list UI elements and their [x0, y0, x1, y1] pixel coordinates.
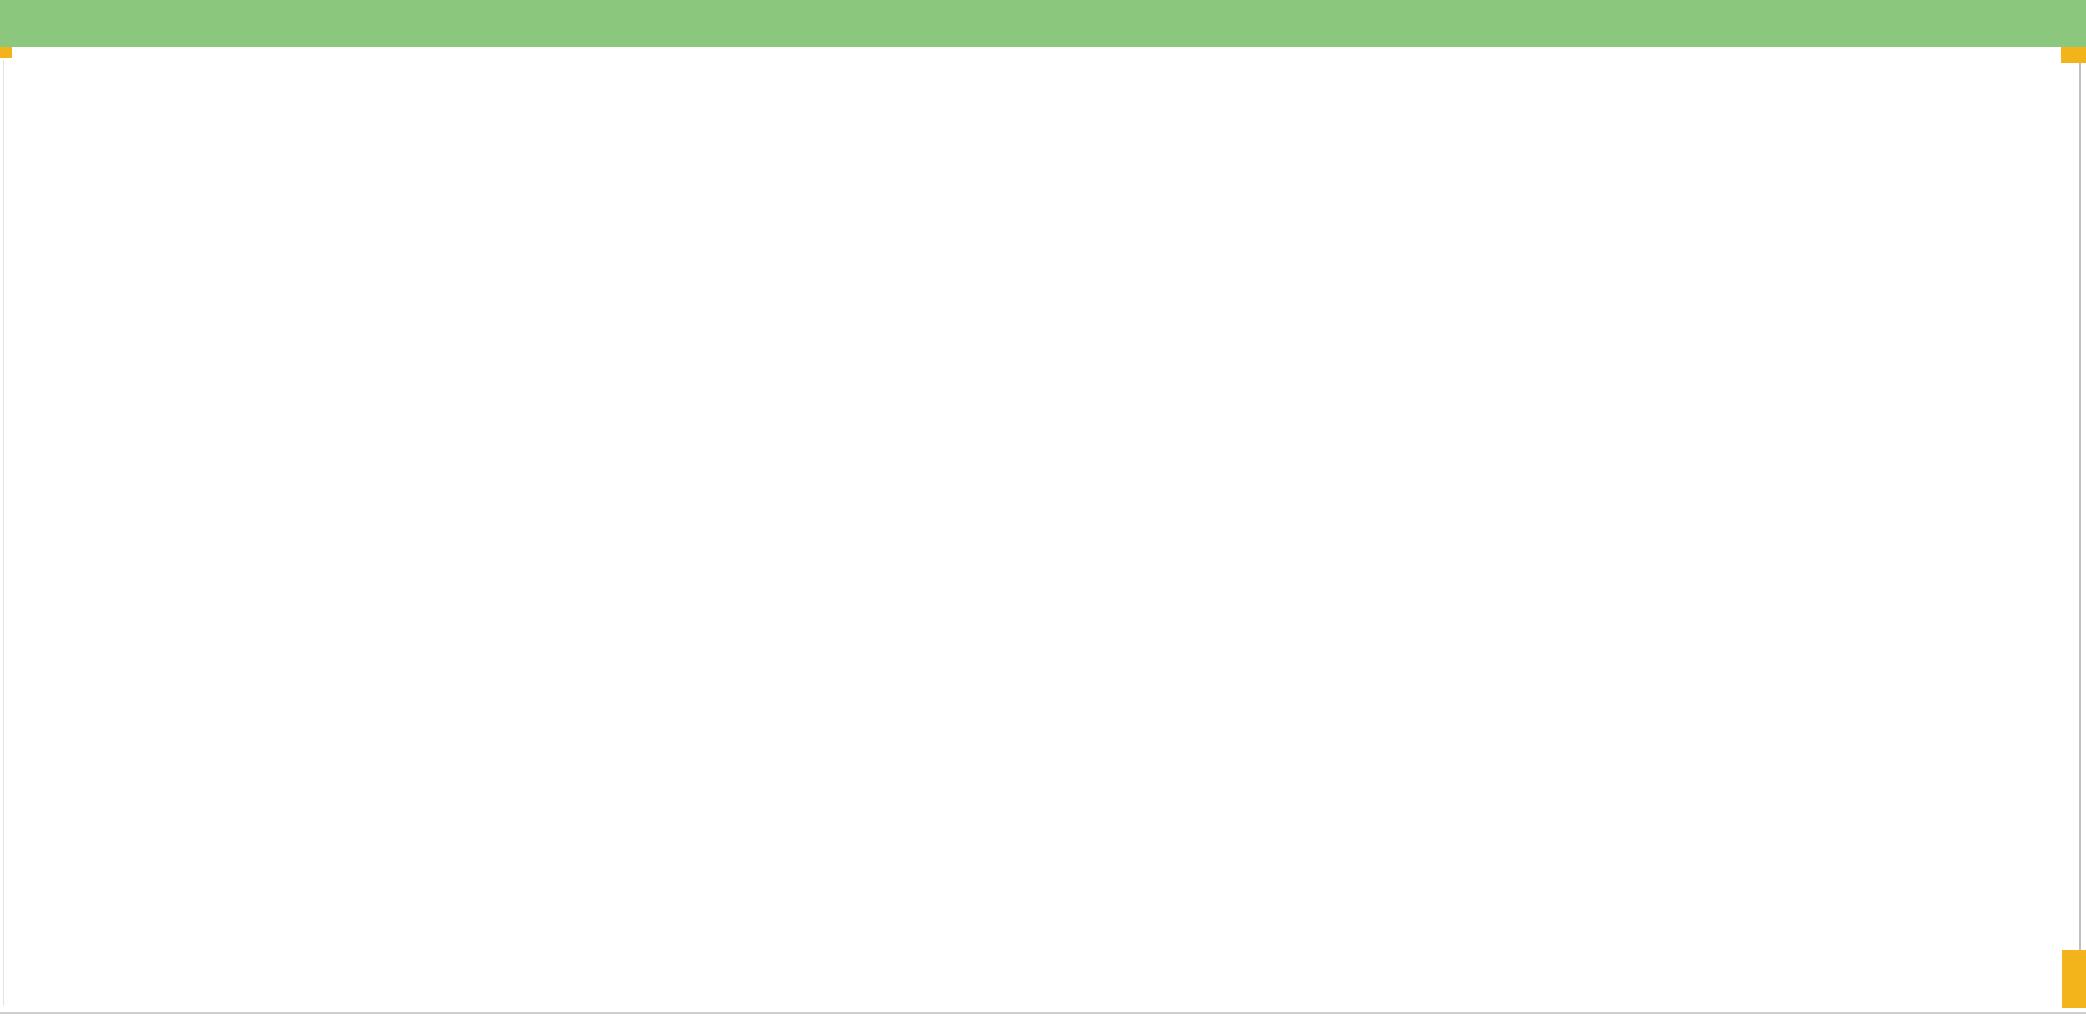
legend-item-rendement-a07[interactable]: [1752, 253, 2052, 314]
slide-frame-gold-top-left: [0, 44, 12, 58]
chart-left-border: [3, 60, 4, 1006]
slide-frame-gold-bottom-right: [2062, 950, 2086, 1008]
slide-header-banner: [0, 0, 2086, 47]
chart-legend: [1752, 192, 2052, 440]
chart-bottom-border: [0, 1012, 2086, 1014]
chart-right-border: [2079, 60, 2081, 1007]
slide-frame-gold-top-right: [2061, 46, 2086, 63]
legend-item-rendement-a10[interactable]: [1752, 314, 2052, 375]
legend-item-rendement-a04[interactable]: [1752, 192, 2052, 253]
legend-item-zero-line[interactable]: [1752, 375, 2052, 440]
